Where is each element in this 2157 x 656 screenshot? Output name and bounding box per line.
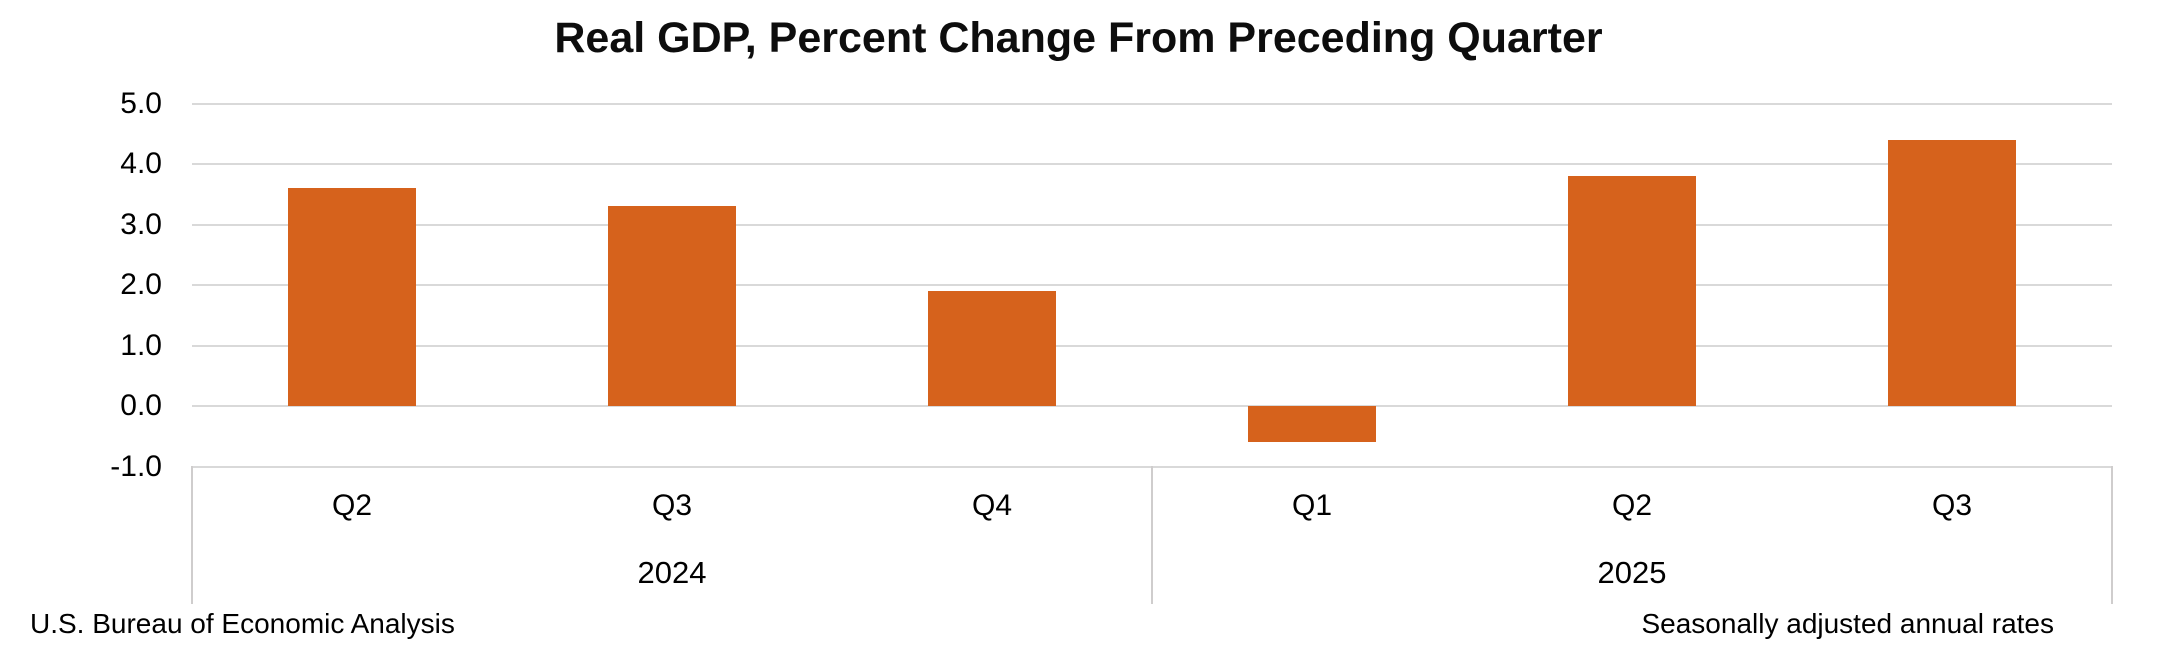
x-tick-2025-q1: Q1: [1291, 489, 1333, 522]
year-separator: [1151, 465, 1153, 604]
gridline-5.0: [192, 102, 2112, 105]
gridline-0.0: [192, 405, 2112, 407]
bar-2024-q3: [608, 206, 736, 406]
x-tick-2024-q3: Q3: [651, 489, 693, 522]
chart-title: Real GDP, Percent Change From Preceding …: [554, 14, 1603, 62]
year-label-2024: 2024: [637, 555, 707, 590]
gridline-3.0: [192, 223, 2112, 226]
year-label-2025: 2025: [1597, 555, 1667, 590]
bar-2024-q4: [928, 291, 1056, 406]
x-tick-2025-q3: Q3: [1931, 489, 1973, 522]
y-tick-label-5.0: 5.0: [120, 86, 162, 120]
y-tick-label--1.0: -1.0: [110, 449, 162, 483]
gridline-4.0: [192, 163, 2112, 165]
bar-2025-q1: [1248, 406, 1376, 443]
y-tick-label-4.0: 4.0: [120, 147, 162, 180]
y-tick-label-3.0: 3.0: [120, 207, 162, 241]
x-tick-2024-q4: Q4: [971, 489, 1013, 522]
axis-frame-left: [191, 465, 193, 604]
y-tick-label-2.0: 2.0: [120, 268, 162, 301]
x-tick-2024-q2: Q2: [331, 489, 373, 522]
bar-2025-q3: [1888, 139, 2016, 406]
y-tick-label-1.0: 1.0: [120, 328, 162, 362]
axis-frame-right: [2111, 465, 2113, 604]
gridline-1.0: [192, 344, 2112, 347]
y-tick-label-0.0: 0.0: [120, 389, 162, 422]
seasonal-adjustment-note: Seasonally adjusted annual rates: [1641, 608, 2054, 639]
source-note: U.S. Bureau of Economic Analysis: [30, 608, 455, 639]
bar-2025-q2: [1568, 176, 1696, 406]
x-tick-2025-q2: Q2: [1611, 489, 1653, 522]
gridline-2.0: [192, 284, 2112, 286]
bar-2024-q2: [288, 188, 416, 406]
